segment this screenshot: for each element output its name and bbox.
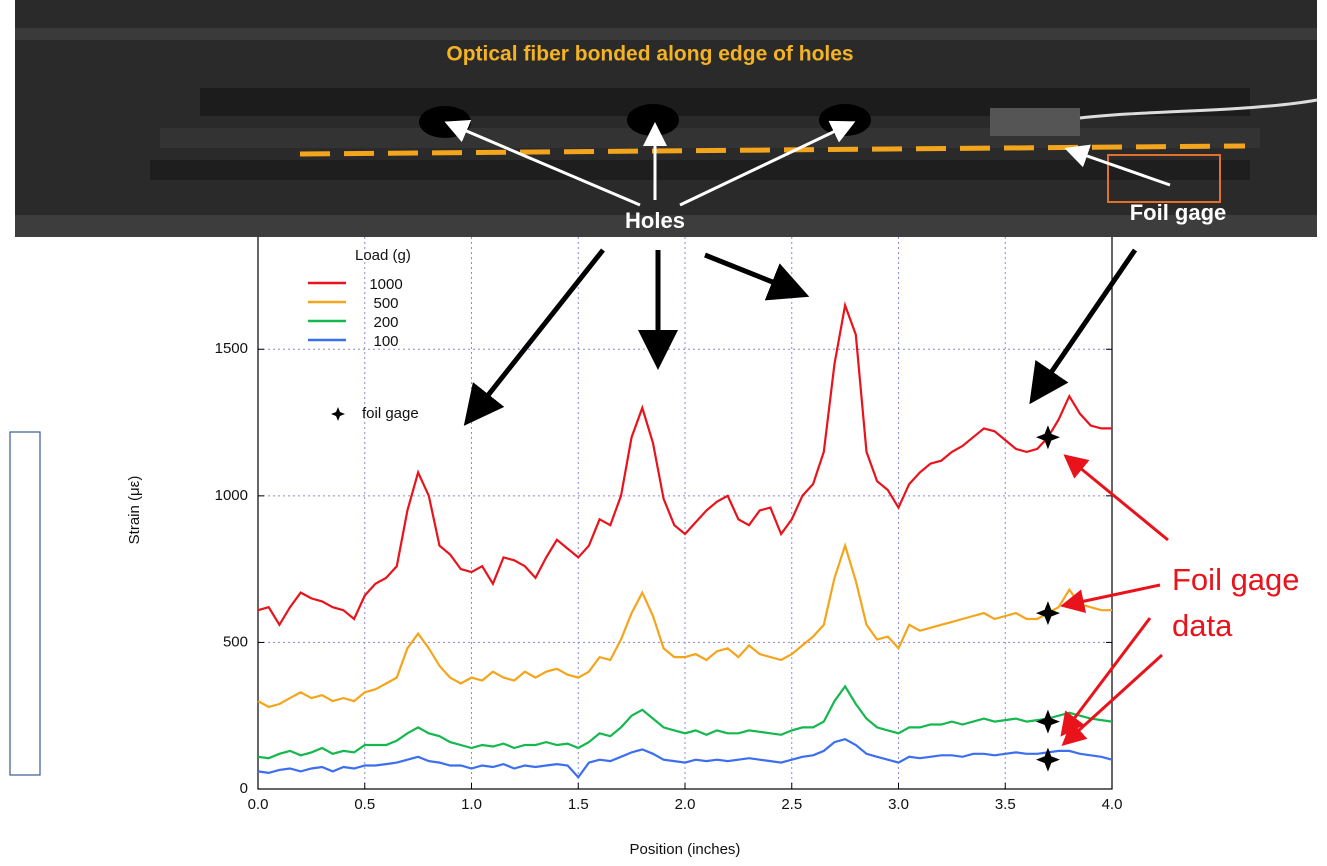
legend-title: Load (g) [355,247,411,264]
page: 0.00.51.01.52.02.53.03.54.0050010001500 … [0,0,1327,866]
legend-marker [331,407,345,421]
plot-area: 0.0 0.5 1.0 1.5 2.0 2.5 3.0 3.5 4.0 0 500 1000 1500 [215,232,1123,813]
photo-stripe [15,28,1317,40]
x-tick-label: 2.5 [781,796,802,813]
x-tick-label: 2.0 [675,796,696,813]
foil-gage-point [1036,710,1060,734]
photo: Optical fiber bonded along edge of holes… [15,0,1317,237]
hole [819,104,871,136]
side-box [10,432,40,775]
annotation: data [1172,608,1233,643]
arrow [1064,618,1150,732]
photo-title: Optical fiber bonded along edge of holes [446,43,853,66]
y-tick-label: 0 [240,780,248,797]
x-tick-label: 3.0 [888,796,909,813]
y-tick-label: 1000 [215,487,248,504]
x-tick-label: 1.5 [568,796,589,813]
hole [419,106,471,138]
arrow [470,250,603,418]
y-tick-label: 1500 [215,340,248,357]
annotation: Foil gage [1130,200,1227,225]
y-tick-label: 500 [223,633,248,650]
hole [627,104,679,136]
arrow [1035,250,1135,396]
legend-label: 200 [373,314,398,331]
arrow [705,255,800,293]
legend-label: foil gage [362,405,419,422]
x-tick-label: 4.0 [1102,796,1123,813]
annotation: Holes [625,208,685,233]
y-axis-label: Strain (με) [126,476,143,545]
arrow [1068,458,1168,540]
photo-stripe [200,88,1250,116]
chart: 0.00.51.01.52.02.53.03.54.0050010001500 … [0,0,1327,866]
x-axis-label: Position (inches) [630,841,741,858]
legend-label: 100 [373,333,398,350]
x-tick-label: 3.5 [995,796,1016,813]
gage-pad [990,108,1080,136]
legend-label: 500 [373,295,398,312]
photo-stripe [150,160,1250,180]
arrow [1066,585,1160,605]
x-tick-label: 0.5 [354,796,375,813]
x-tick-label: 1.0 [461,796,482,813]
annotation: Foil gage [1172,562,1300,597]
x-tick-label: 0.0 [248,796,269,813]
foil-gage-point [1036,601,1060,625]
legend-label: 1000 [369,276,402,293]
